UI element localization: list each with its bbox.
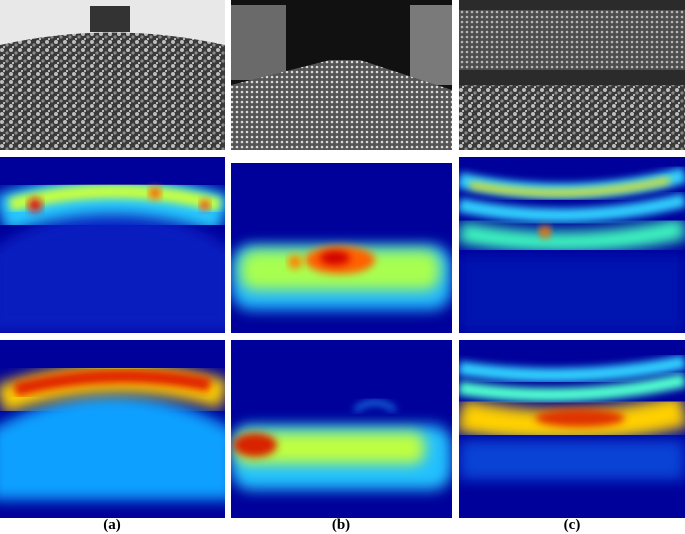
density-b1 xyxy=(231,163,452,333)
column-label: (c) xyxy=(564,517,581,533)
density-b2 xyxy=(231,340,452,518)
photo-a xyxy=(0,0,225,150)
density-c1 xyxy=(459,157,685,333)
density-a2 xyxy=(0,340,225,518)
photo-c xyxy=(459,0,685,150)
density-a1 xyxy=(0,157,225,333)
column-label: (a) xyxy=(103,517,121,533)
density-c2 xyxy=(459,340,685,518)
column-label: (b) xyxy=(332,517,350,533)
photo-b xyxy=(231,0,452,150)
